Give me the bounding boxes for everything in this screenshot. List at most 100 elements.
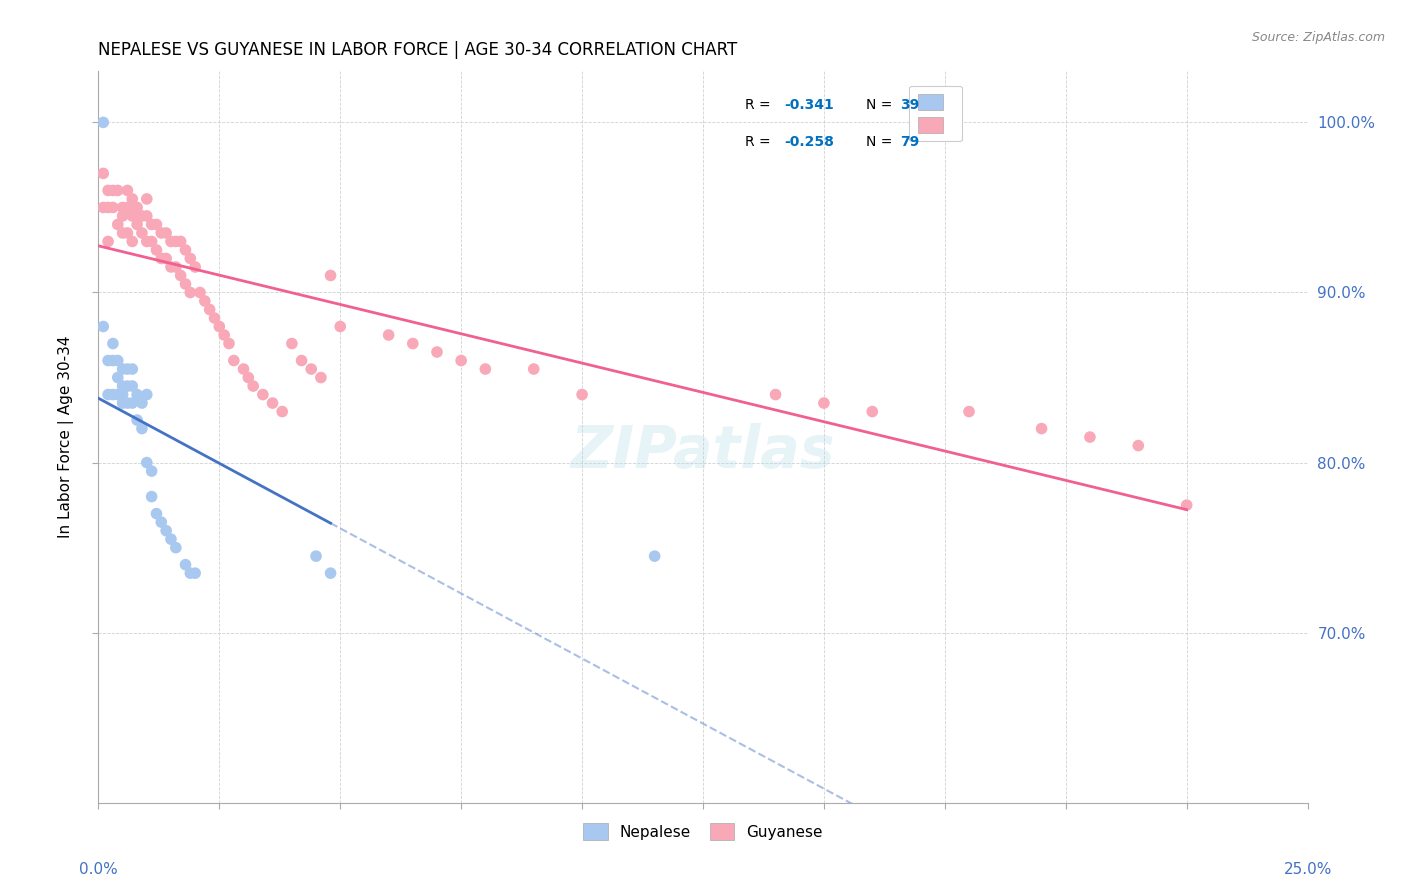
- Legend: Nepalese, Guyanese: Nepalese, Guyanese: [578, 816, 828, 847]
- Point: [174, 558, 197, 572]
- Point: [111, 387, 134, 401]
- Point: [165, 235, 187, 249]
- Point: [121, 235, 143, 249]
- Point: [319, 566, 342, 581]
- Point: [212, 328, 235, 343]
- Point: [107, 218, 129, 232]
- Point: [135, 456, 157, 470]
- Text: N =: N =: [866, 135, 897, 149]
- Y-axis label: In Labor Force | Age 30-34: In Labor Force | Age 30-34: [58, 335, 75, 539]
- Point: [523, 362, 546, 376]
- Point: [107, 370, 129, 384]
- Point: [91, 319, 114, 334]
- Point: [141, 218, 163, 232]
- Point: [111, 379, 134, 393]
- Point: [571, 387, 593, 401]
- Point: [860, 404, 883, 418]
- Point: [644, 549, 666, 563]
- Point: [309, 370, 332, 384]
- Point: [101, 387, 124, 401]
- Point: [135, 235, 157, 249]
- Point: [169, 235, 191, 249]
- Point: [426, 345, 449, 359]
- Point: [262, 396, 284, 410]
- Point: [135, 192, 157, 206]
- Point: [271, 404, 294, 418]
- Point: [155, 252, 177, 266]
- Point: [131, 396, 153, 410]
- Point: [97, 387, 120, 401]
- Point: [117, 379, 139, 393]
- Point: [299, 362, 322, 376]
- Point: [174, 243, 197, 257]
- Point: [165, 260, 187, 274]
- Point: [165, 541, 187, 555]
- Point: [135, 209, 157, 223]
- Point: [127, 201, 149, 215]
- Text: N =: N =: [866, 98, 897, 112]
- Text: 39: 39: [900, 98, 920, 112]
- Point: [765, 387, 787, 401]
- Point: [121, 209, 143, 223]
- Text: NEPALESE VS GUYANESE IN LABOR FORCE | AGE 30-34 CORRELATION CHART: NEPALESE VS GUYANESE IN LABOR FORCE | AG…: [98, 41, 738, 59]
- Point: [145, 507, 167, 521]
- Point: [135, 387, 157, 401]
- Point: [290, 353, 312, 368]
- Point: [111, 226, 134, 240]
- Point: [101, 353, 124, 368]
- Point: [160, 260, 183, 274]
- Point: [160, 532, 183, 546]
- Point: [111, 201, 134, 215]
- Point: [111, 209, 134, 223]
- Point: [111, 362, 134, 376]
- Point: [127, 218, 149, 232]
- Point: [107, 387, 129, 401]
- Text: 25.0%: 25.0%: [1284, 863, 1331, 878]
- Point: [402, 336, 425, 351]
- Point: [121, 192, 143, 206]
- Point: [1128, 439, 1150, 453]
- Point: [91, 201, 114, 215]
- Point: [222, 353, 245, 368]
- Point: [117, 362, 139, 376]
- Point: [179, 252, 201, 266]
- Point: [242, 379, 264, 393]
- Text: 0.0%: 0.0%: [79, 863, 118, 878]
- Text: R =: R =: [745, 135, 775, 149]
- Point: [252, 387, 274, 401]
- Text: R =: R =: [745, 98, 775, 112]
- Point: [117, 396, 139, 410]
- Point: [1078, 430, 1101, 444]
- Point: [141, 235, 163, 249]
- Point: [179, 566, 201, 581]
- Point: [101, 183, 124, 197]
- Point: [155, 226, 177, 240]
- Text: ZIPatlas: ZIPatlas: [571, 423, 835, 480]
- Point: [101, 201, 124, 215]
- Point: [329, 319, 352, 334]
- Text: Source: ZipAtlas.com: Source: ZipAtlas.com: [1251, 31, 1385, 45]
- Point: [111, 396, 134, 410]
- Point: [319, 268, 342, 283]
- Point: [218, 336, 240, 351]
- Point: [101, 336, 124, 351]
- Point: [1175, 498, 1198, 512]
- Point: [117, 201, 139, 215]
- Point: [145, 243, 167, 257]
- Point: [194, 293, 217, 308]
- Point: [141, 464, 163, 478]
- Point: [131, 421, 153, 435]
- Point: [238, 370, 260, 384]
- Point: [127, 387, 149, 401]
- Point: [208, 319, 231, 334]
- Point: [179, 285, 201, 300]
- Text: -0.258: -0.258: [785, 135, 834, 149]
- Point: [204, 311, 226, 326]
- Point: [377, 328, 399, 343]
- Point: [131, 209, 153, 223]
- Point: [97, 235, 120, 249]
- Point: [160, 235, 183, 249]
- Point: [169, 268, 191, 283]
- Point: [150, 252, 173, 266]
- Point: [121, 396, 143, 410]
